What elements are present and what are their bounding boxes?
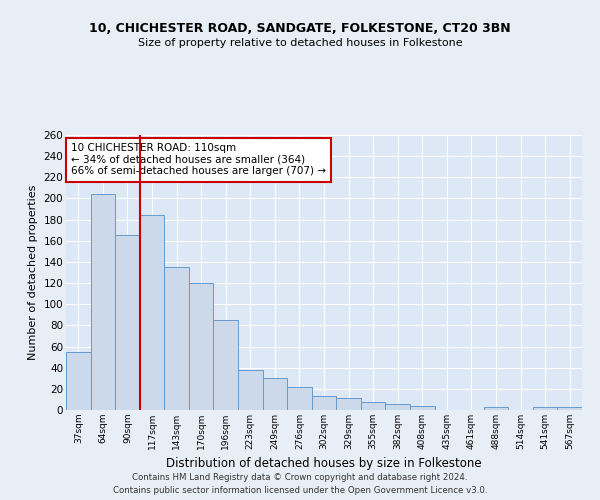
Bar (214, 320, 238, 410)
Text: Contains public sector information licensed under the Open Government Licence v3: Contains public sector information licen… (113, 486, 487, 495)
Bar (361, 402, 385, 410)
X-axis label: Distribution of detached houses by size in Folkestone: Distribution of detached houses by size … (166, 458, 482, 470)
Bar (115, 236, 140, 410)
Bar (557, 407, 582, 410)
Text: Size of property relative to detached houses in Folkestone: Size of property relative to detached ho… (137, 38, 463, 48)
Text: Contains HM Land Registry data © Crown copyright and database right 2024.: Contains HM Land Registry data © Crown c… (132, 472, 468, 482)
Bar (140, 216, 164, 410)
Bar (484, 407, 508, 410)
Text: 10 CHICHESTER ROAD: 110sqm
← 34% of detached houses are smaller (364)
66% of sem: 10 CHICHESTER ROAD: 110sqm ← 34% of deta… (71, 143, 326, 176)
Bar (238, 370, 263, 410)
Bar (312, 396, 336, 410)
Bar (263, 378, 287, 410)
Bar (410, 406, 434, 410)
Bar (533, 407, 557, 410)
Bar (164, 267, 189, 410)
Bar (336, 398, 361, 410)
Bar (287, 386, 312, 410)
Bar (189, 283, 214, 410)
Bar (385, 404, 410, 410)
Text: 10, CHICHESTER ROAD, SANDGATE, FOLKESTONE, CT20 3BN: 10, CHICHESTER ROAD, SANDGATE, FOLKESTON… (89, 22, 511, 36)
Bar (66, 352, 91, 410)
Y-axis label: Number of detached properties: Number of detached properties (28, 185, 38, 360)
Bar (91, 194, 115, 410)
